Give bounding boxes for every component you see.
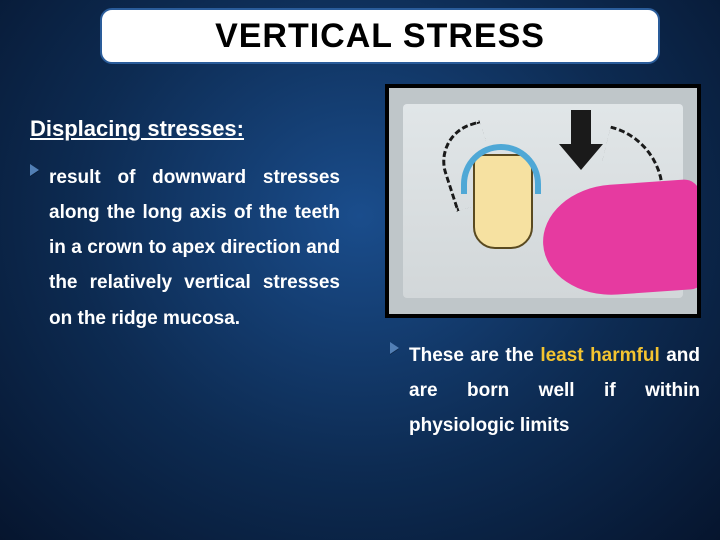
right-column: These are the least harmful and are born… [390,338,700,443]
chevron-icon [390,342,399,354]
right-bullet-text: These are the least harmful and are born… [409,338,700,443]
denture-shape-icon [539,179,701,300]
bullet-emphasis: least harmful [540,345,659,366]
down-arrow-icon [559,110,603,174]
title-text: VERTICAL STRESS [215,17,545,56]
title-box: VERTICAL STRESS [100,8,660,64]
left-bullet-text: result of downward stresses along the lo… [49,160,340,336]
chevron-icon [30,164,39,176]
subheading: Displacing stresses: [30,116,244,142]
bullet-row: These are the least harmful and are born… [390,338,700,443]
bullet-row: result of downward stresses along the lo… [30,160,340,336]
left-column: result of downward stresses along the lo… [30,160,340,336]
diagram-image [385,84,701,318]
bullet-prefix: These are the [409,345,540,366]
diagram-inner [403,104,683,298]
